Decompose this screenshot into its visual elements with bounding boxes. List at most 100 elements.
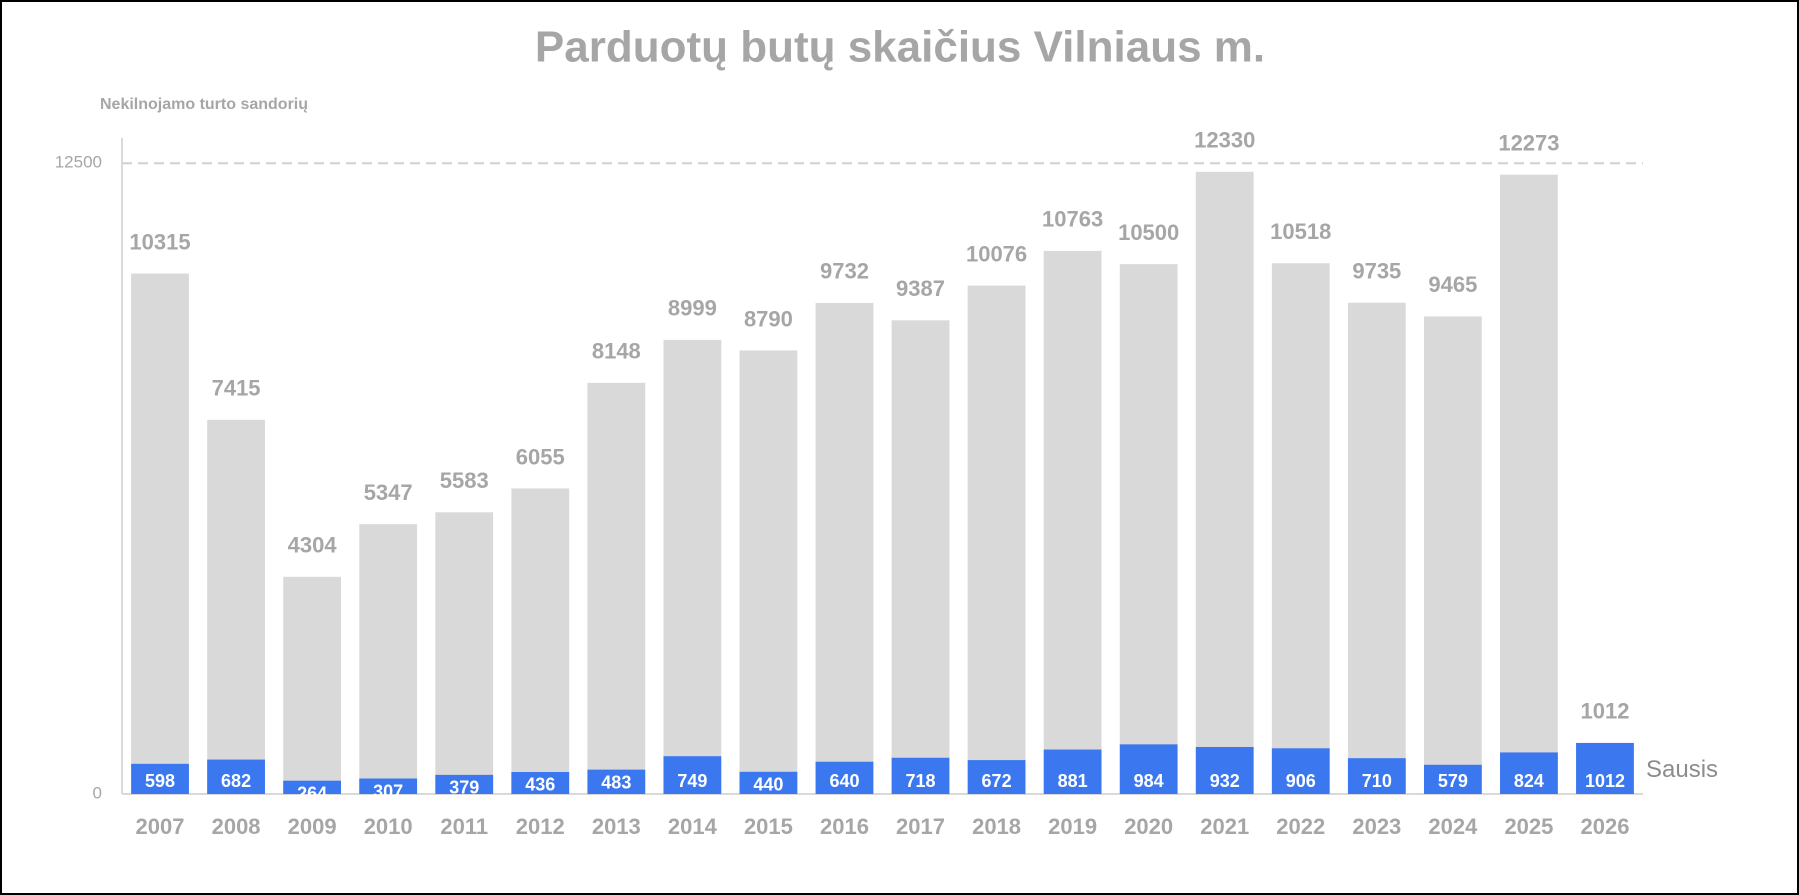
january-bar xyxy=(587,769,646,794)
x-tick-label: 2026 xyxy=(1580,814,1629,839)
january-label: 440 xyxy=(753,775,783,795)
january-bar xyxy=(1271,748,1330,794)
legend-label: Sausis xyxy=(1646,756,1718,783)
total-bar xyxy=(891,320,950,794)
total-bar xyxy=(1423,316,1482,794)
january-label: 749 xyxy=(677,771,707,791)
total-bar xyxy=(1195,171,1254,795)
total-bar xyxy=(587,382,646,794)
january-bar xyxy=(359,778,418,794)
january-label: 379 xyxy=(449,778,479,798)
total-bar xyxy=(739,350,798,794)
x-tick-label: 2011 xyxy=(440,814,488,839)
january-bar xyxy=(207,759,265,794)
total-label: 10500 xyxy=(1118,220,1179,245)
total-label: 7415 xyxy=(212,376,261,401)
x-tick-label: 2016 xyxy=(820,814,869,839)
january-label: 710 xyxy=(1362,771,1392,791)
total-bar xyxy=(815,302,874,794)
x-tick-label: 2024 xyxy=(1428,814,1478,839)
total-label: 9387 xyxy=(896,276,945,301)
january-bar xyxy=(1043,749,1102,794)
january-label: 672 xyxy=(982,771,1012,791)
total-label: 1012 xyxy=(1580,699,1629,724)
january-bar xyxy=(131,763,189,794)
total-bar xyxy=(663,339,722,794)
january-label: 682 xyxy=(221,771,251,791)
total-label: 9735 xyxy=(1352,259,1401,284)
january-bar xyxy=(1347,758,1406,794)
x-tick-label: 2019 xyxy=(1048,814,1097,839)
january-bar xyxy=(1195,746,1254,794)
january-bar xyxy=(1423,764,1482,794)
total-label: 6055 xyxy=(516,444,565,469)
x-tick-label: 2008 xyxy=(212,814,261,839)
total-label: 10518 xyxy=(1270,219,1331,244)
x-tick-label: 2022 xyxy=(1276,814,1325,839)
total-label: 9732 xyxy=(820,259,869,284)
january-bar xyxy=(663,756,722,794)
x-tick-label: 2025 xyxy=(1504,814,1553,839)
x-tick-label: 2021 xyxy=(1200,814,1249,839)
january-label: 824 xyxy=(1514,771,1544,791)
total-label: 8999 xyxy=(668,296,717,321)
january-label: 598 xyxy=(145,771,175,791)
x-tick-label: 2020 xyxy=(1124,814,1173,839)
total-label: 10315 xyxy=(129,229,190,254)
january-bar xyxy=(891,757,950,794)
total-bar xyxy=(283,576,342,794)
january-label: 436 xyxy=(525,775,555,795)
x-tick-label: 2009 xyxy=(288,814,337,839)
total-bar xyxy=(131,273,189,794)
total-bar xyxy=(1271,263,1330,794)
y-axis-label: Nekilnojamo turto sandorių xyxy=(100,96,308,113)
january-label: 307 xyxy=(373,781,403,801)
x-tick-label: 2015 xyxy=(744,814,793,839)
total-bar xyxy=(1043,250,1102,795)
total-bar xyxy=(359,524,418,794)
total-label: 9465 xyxy=(1428,272,1477,297)
january-label: 984 xyxy=(1134,771,1164,791)
total-bar xyxy=(1500,174,1558,794)
january-bar xyxy=(1576,742,1634,794)
total-bar xyxy=(207,419,265,794)
x-tick-label: 2018 xyxy=(972,814,1021,839)
x-tick-label: 2007 xyxy=(136,814,185,839)
total-label: 10763 xyxy=(1042,207,1103,232)
total-label: 12330 xyxy=(1194,128,1255,153)
total-label: 4304 xyxy=(288,533,338,558)
january-label: 483 xyxy=(601,772,631,792)
january-bar xyxy=(283,780,342,794)
x-tick-label: 2017 xyxy=(896,814,945,839)
january-label: 906 xyxy=(1286,771,1316,791)
total-label: 5583 xyxy=(440,468,489,493)
x-tick-label: 2012 xyxy=(516,814,565,839)
total-bar xyxy=(435,512,494,794)
total-bar xyxy=(967,285,1026,794)
total-label: 8148 xyxy=(592,339,641,364)
january-bar xyxy=(511,771,570,794)
january-label: 579 xyxy=(1438,771,1468,791)
y-tick-label: 0 xyxy=(93,783,102,802)
x-tick-label: 2013 xyxy=(592,814,641,839)
january-bar xyxy=(1500,752,1558,794)
january-label: 881 xyxy=(1058,771,1088,791)
january-label: 932 xyxy=(1210,771,1240,791)
x-tick-label: 2014 xyxy=(668,814,718,839)
total-label: 12273 xyxy=(1498,130,1559,155)
january-label: 264 xyxy=(297,783,327,803)
january-label: 718 xyxy=(906,771,936,791)
total-bar xyxy=(511,488,570,794)
january-bar xyxy=(815,761,874,794)
total-label: 10076 xyxy=(966,241,1027,266)
january-bar xyxy=(967,760,1026,794)
total-label: 5347 xyxy=(364,480,413,505)
x-tick-label: 2023 xyxy=(1352,814,1401,839)
chart-title: Parduotų butų skaičius Vilniaus m. xyxy=(535,23,1265,72)
total-bar xyxy=(1119,264,1178,795)
total-label: 8790 xyxy=(744,306,793,331)
y-tick-label: 12500 xyxy=(55,153,102,172)
january-bar xyxy=(435,774,494,794)
total-bar xyxy=(1347,302,1406,794)
